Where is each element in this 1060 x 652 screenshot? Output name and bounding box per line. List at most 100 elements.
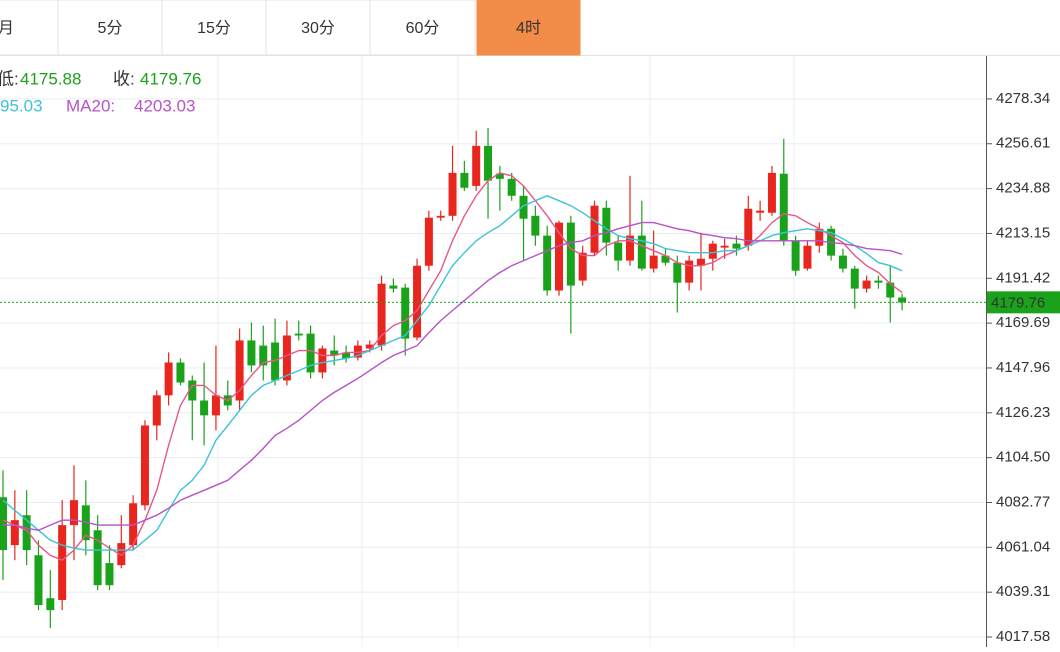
candle-body (389, 285, 398, 289)
tab-label: 60分 (406, 19, 440, 37)
y-tick-label: 4191.42 (996, 269, 1050, 286)
tab-label: 月 (0, 20, 14, 37)
candle-body (898, 297, 907, 303)
candle-body (767, 172, 776, 213)
candle-body (673, 262, 682, 283)
candle-body (271, 342, 280, 381)
candle-body (484, 145, 493, 181)
tab[interactable] (57, 0, 163, 56)
ma-line (2, 172, 903, 562)
tab[interactable] (369, 0, 476, 56)
candle-body (744, 208, 753, 246)
candle-body (578, 252, 587, 281)
candle-body (306, 333, 315, 373)
candle-body (0, 497, 7, 551)
candle-body (436, 215, 445, 218)
candle-body (211, 395, 220, 416)
candle-body (614, 242, 623, 261)
y-tick-label: 4234.88 (996, 180, 1050, 197)
candle-body (129, 503, 138, 546)
candle-body (874, 280, 883, 283)
y-tick-label: 4126.23 (996, 404, 1050, 421)
ma-line (2, 195, 903, 551)
candle-body (259, 345, 268, 366)
close-label: 收: (113, 69, 135, 88)
last-price-label: 4179.76 (991, 294, 1045, 311)
candle-body (235, 340, 244, 401)
candle-body (69, 500, 78, 526)
candle-body (247, 340, 256, 366)
candle-body (152, 395, 161, 426)
y-tick-label: 4147.96 (996, 359, 1050, 376)
y-tick-label: 4169.69 (996, 314, 1050, 331)
candle-body (756, 210, 765, 213)
info-panel: 低: 4175.88 收: 4179.76 95.03 MA20: 4203.0… (0, 69, 201, 115)
candle-body (34, 555, 43, 605)
candle-body (472, 145, 481, 186)
candle-body (815, 228, 824, 246)
ma10-value: 95.03 (0, 96, 43, 115)
tab-label: 5分 (98, 19, 123, 37)
ma-line (3, 221, 903, 532)
candle-body (93, 530, 102, 586)
tab-label: 4时 (516, 19, 541, 37)
y-tick-label: 4061.04 (996, 538, 1050, 555)
candle-body (850, 268, 859, 289)
candle-body (661, 255, 670, 263)
last-price-box (987, 291, 1060, 314)
y-tick-label: 4039.31 (996, 583, 1050, 600)
candle-body (424, 217, 433, 266)
candle-body (543, 235, 552, 291)
candle-body (22, 515, 31, 551)
candle-body (294, 333, 303, 336)
tab-bar: 月 5分 15分 30分 60分 4时 (0, 0, 1060, 56)
candle-body (803, 245, 812, 269)
tab[interactable] (476, 0, 581, 56)
candle-body (708, 243, 717, 259)
ma20-label: MA20: (66, 96, 115, 115)
candle-body (200, 400, 209, 416)
low-label: 低: (0, 69, 19, 88)
candle-body (140, 425, 149, 506)
candle-body (495, 173, 504, 179)
candle-body (105, 563, 114, 586)
candle-body (282, 335, 291, 381)
candle-body (566, 222, 575, 286)
candle-body (649, 255, 658, 269)
candle-body (862, 280, 871, 289)
candle-body (330, 350, 339, 356)
candle-body (46, 598, 55, 611)
candle-body (637, 235, 646, 269)
y-tick-label: 4104.50 (996, 449, 1050, 466)
candle-body (342, 352, 351, 359)
ma20-value: 4203.03 (134, 96, 195, 115)
candle-body (732, 243, 741, 249)
candle-body (164, 362, 173, 396)
y-tick-label: 4017.58 (996, 628, 1050, 645)
vertical-grid (217, 56, 795, 647)
candle-body (318, 348, 327, 373)
candle-body (176, 362, 185, 383)
candle-body (720, 245, 729, 248)
y-tick-label: 4082.77 (996, 493, 1050, 510)
plot (0, 127, 986, 629)
tab-label: 15分 (197, 19, 231, 37)
y-tick-label: 4278.34 (996, 90, 1050, 107)
tab[interactable] (0, 0, 59, 56)
tab-label: 30分 (301, 19, 335, 37)
candle-body (886, 282, 895, 298)
candle-body (401, 287, 410, 339)
close-value: 4179.76 (140, 69, 201, 88)
candle-body (696, 258, 705, 266)
tab[interactable] (265, 0, 371, 56)
candle-body (791, 240, 800, 271)
candle-body (519, 195, 528, 219)
candle-body (685, 260, 694, 283)
tab[interactable] (161, 0, 267, 56)
candle-body (377, 283, 386, 346)
candle-body (531, 215, 540, 236)
candle-body (413, 265, 422, 338)
low-value: 4175.88 (20, 69, 81, 88)
candle-body (555, 222, 564, 291)
